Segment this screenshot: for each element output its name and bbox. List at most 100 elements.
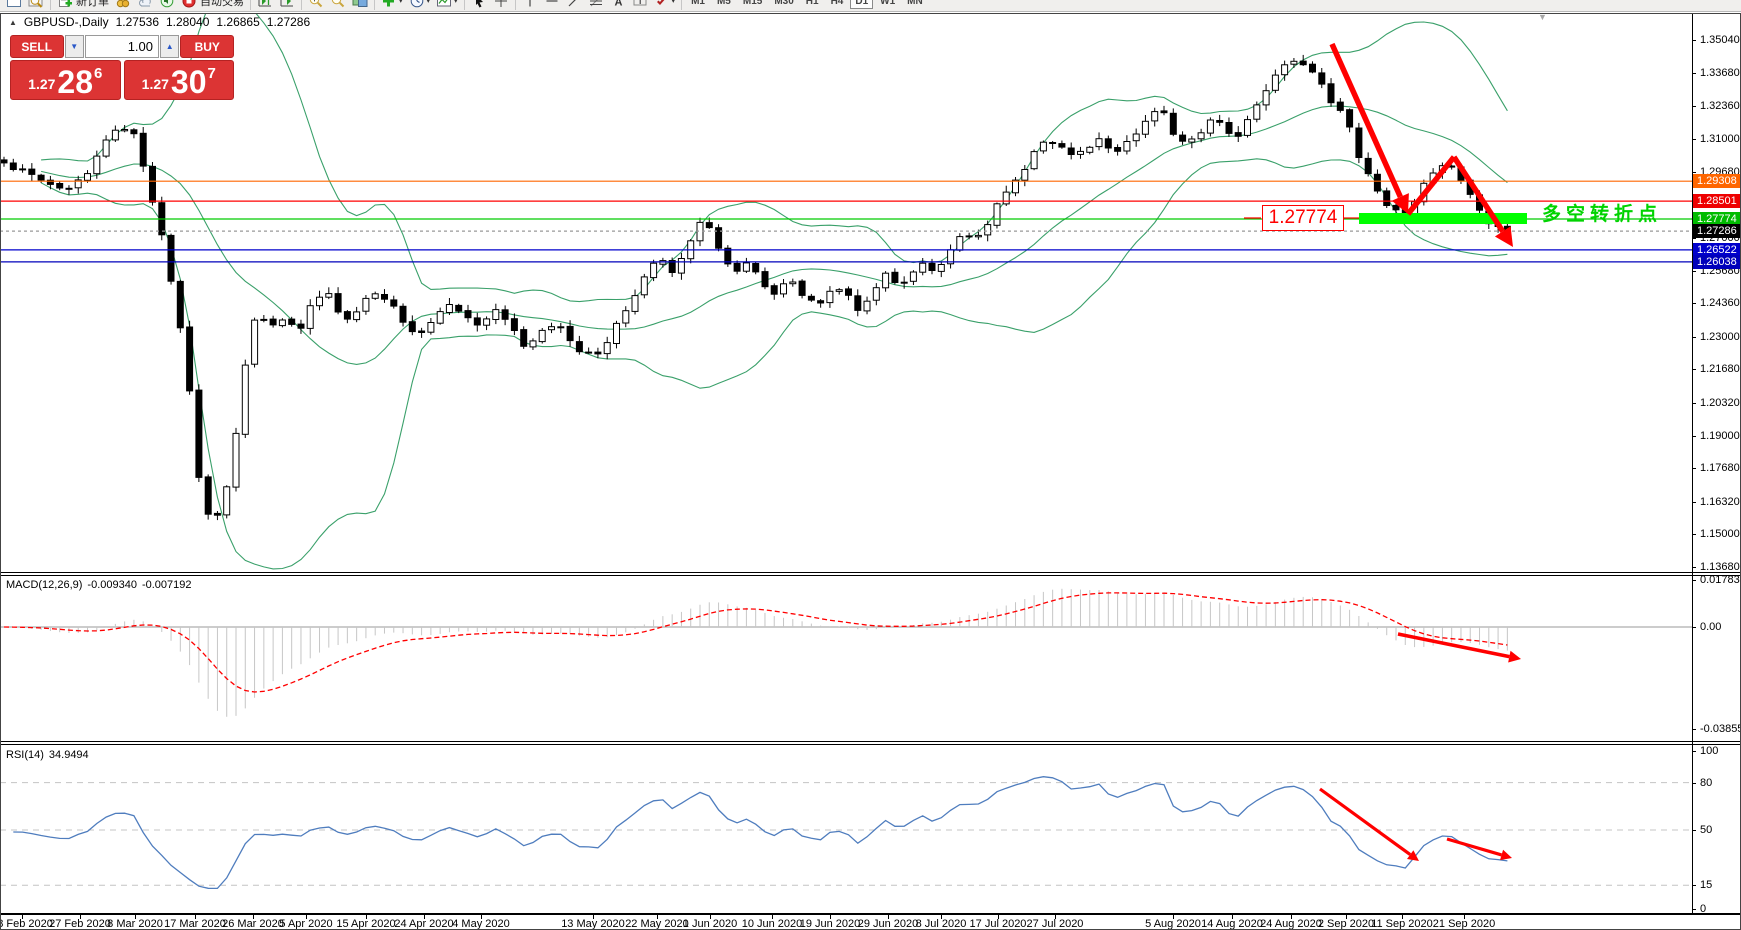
axis-tick-mark — [1692, 303, 1696, 304]
axis-tick-mark — [1692, 468, 1696, 469]
price-axis[interactable]: 1.350401.336801.323601.310001.296801.283… — [1692, 0, 1741, 930]
text-label-button[interactable]: T — [629, 0, 651, 11]
axis-tick-mark — [1692, 238, 1696, 239]
chevron-down-icon: ▾ — [399, 0, 403, 5]
date-tick-mark — [772, 915, 773, 919]
timeframe-M1-button[interactable]: M1 — [691, 0, 705, 7]
sell-button[interactable]: SELL — [10, 35, 64, 58]
open-value: 1.27536 — [115, 15, 159, 29]
axis-tick-mark — [1692, 783, 1696, 784]
date-tick-mark — [830, 915, 831, 919]
indicators-button[interactable]: ▾ — [378, 0, 406, 11]
date-tick-label: 8 Jul 2020 — [915, 918, 967, 930]
axis-tick-mark — [1692, 502, 1696, 503]
date-tick-mark — [253, 915, 254, 919]
date-tick-label: 4 May 2020 — [452, 918, 510, 930]
date-tick-mark — [941, 915, 942, 919]
date-tick-mark — [195, 915, 196, 919]
toolbar-separator — [514, 0, 516, 10]
timeframe-MN-button[interactable]: MN — [907, 0, 923, 7]
timeframe-H1-button[interactable]: H1 — [805, 0, 819, 7]
vertical-line-button[interactable] — [519, 0, 541, 11]
cursor-button[interactable] — [468, 0, 490, 11]
date-tick-label: 22 May 2020 — [625, 918, 689, 930]
turning-point-annotation[interactable]: 多空转折点 — [1542, 204, 1663, 225]
collapse-triangle-icon[interactable]: ▲ — [9, 17, 17, 27]
axis-tick-label: 1.20320 — [1700, 397, 1740, 409]
autotrading-button-label: 自动交易 — [200, 0, 244, 8]
tile-windows-icon[interactable] — [349, 0, 371, 11]
horizontal-line-button[interactable] — [541, 0, 563, 11]
axis-tick-mark — [1692, 830, 1696, 831]
axis-tick-label: 1.31000 — [1700, 133, 1740, 145]
pane-separator — [0, 744, 1741, 745]
timeframe-M15-button[interactable]: M15 — [742, 0, 763, 7]
arrows-button[interactable]: ▾ — [651, 0, 679, 11]
axis-tick-label: 80 — [1700, 777, 1713, 789]
svg-text:A: A — [614, 0, 622, 9]
zoom-out-button[interactable] — [327, 0, 349, 11]
axis-tick-label: 50 — [1700, 824, 1713, 836]
date-tick-mark — [1346, 915, 1347, 919]
templates-button[interactable]: ▾ — [433, 0, 461, 11]
axis-tick-label: 0 — [1700, 903, 1707, 915]
auto-scroll-icon[interactable] — [276, 0, 298, 11]
timeframe-M5-button[interactable]: M5 — [716, 0, 731, 7]
pane-separator[interactable] — [0, 741, 1741, 742]
axis-tick-label: 1.15000 — [1700, 528, 1740, 540]
date-tick-label: 5 Aug 2020 — [1145, 918, 1201, 930]
low-value: 1.26865 — [216, 15, 260, 29]
date-tick-label: 8 Mar 2020 — [107, 918, 163, 930]
price-axis-line — [1692, 14, 1693, 915]
level-price-badge: 1.28501 — [1693, 194, 1741, 208]
sound-icon[interactable] — [156, 0, 178, 11]
timeframe-W1-button[interactable]: W1 — [880, 0, 896, 7]
toolbar-separator — [50, 0, 51, 10]
buy-button[interactable]: BUY — [180, 35, 234, 58]
axis-tick-label: 1.21680 — [1700, 363, 1740, 375]
text-button[interactable]: A — [607, 0, 629, 11]
trendline-button[interactable] — [563, 0, 585, 11]
sell-price-tile[interactable]: 1.27 28 6 — [10, 60, 121, 100]
volume-input[interactable] — [85, 35, 159, 58]
pane-separator[interactable] — [0, 572, 1741, 573]
timeframe-D1-button[interactable]: D1 — [850, 0, 874, 9]
new-chart-icon[interactable] — [3, 0, 25, 11]
crosshair-button[interactable] — [490, 0, 512, 11]
date-tick-label: 17 Mar 2020 — [164, 918, 226, 930]
autotrading-button[interactable]: 自动交易 — [178, 0, 247, 11]
sell-price-big: 28 — [57, 64, 93, 100]
timeframe-H4-button[interactable]: H4 — [830, 0, 844, 7]
svg-text:T: T — [637, 0, 643, 6]
current-price-badge: 1.27286 — [1693, 224, 1741, 238]
timeframe-M30-button[interactable]: M30 — [774, 0, 794, 7]
axis-tick-mark — [1692, 106, 1696, 107]
volume-decrease-button[interactable]: ▼ — [64, 35, 84, 58]
axis-tick-label: 15 — [1700, 879, 1713, 891]
cloud-icon[interactable] — [134, 0, 156, 11]
new-order-button[interactable]: 新订单 — [54, 0, 112, 11]
axis-tick-label: 1.17680 — [1700, 462, 1740, 474]
date-tick-label: 29 Jun 2020 — [857, 918, 919, 930]
profiles-icon[interactable] — [25, 0, 47, 11]
date-tick-mark — [481, 915, 482, 919]
date-tick-mark — [424, 915, 425, 919]
buy-price-tile[interactable]: 1.27 30 7 — [123, 60, 234, 100]
zoom-in-button[interactable] — [305, 0, 327, 11]
date-tick-mark — [1291, 915, 1292, 919]
market-watch-icon[interactable] — [112, 0, 134, 11]
sell-price-prefix: 1.27 — [28, 76, 56, 92]
chart-shift-icon[interactable] — [254, 0, 276, 11]
volume-increase-button[interactable]: ▲ — [160, 35, 180, 58]
periods-button[interactable]: ▾ — [406, 0, 434, 11]
axis-tick-mark — [1692, 40, 1696, 41]
level-price-badge: 1.26038 — [1693, 255, 1741, 269]
level-price-label[interactable]: 1.27774 — [1262, 205, 1344, 231]
axis-tick-label: 0.017833 — [1700, 574, 1741, 586]
chart-title: ▲ GBPUSD-,Daily 1.27536 1.28040 1.26865 … — [9, 15, 310, 29]
chart-canvas[interactable] — [0, 0, 1692, 930]
toolbar-separator — [250, 0, 251, 10]
fibonacci-button[interactable] — [585, 0, 607, 11]
